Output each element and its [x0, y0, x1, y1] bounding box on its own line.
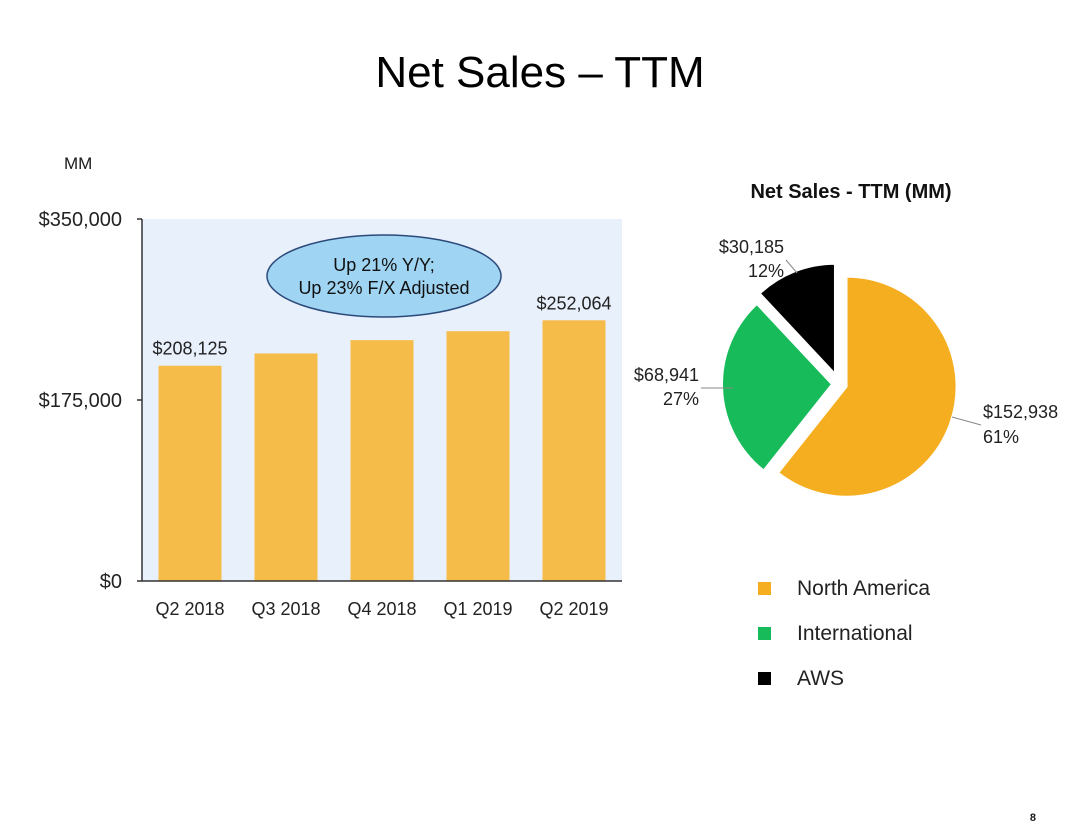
pie-percent-label-international: 27% — [663, 389, 699, 409]
bar-0 — [158, 365, 222, 581]
bar-3 — [446, 331, 510, 581]
callout-ellipse — [266, 234, 502, 318]
legend-label-aws: AWS — [797, 666, 845, 690]
units-label: MM — [64, 154, 93, 173]
legend-item-north-america: North America — [758, 566, 930, 611]
bar-1 — [254, 353, 318, 581]
y-tick-label: $175,000 — [39, 390, 122, 412]
page-number: 8 — [1029, 812, 1036, 824]
pie-legend: North America International AWS — [758, 566, 930, 701]
pie-title: Net Sales - TTM (MM) — [750, 181, 951, 203]
legend-item-international: International — [758, 611, 930, 656]
legend-item-aws: AWS — [758, 656, 930, 701]
bar-data-label: $252,064 — [536, 293, 611, 313]
legend-label-international: International — [797, 621, 913, 645]
pie-slice-north-america — [776, 275, 958, 498]
callout-line-1: Up 21% Y/Y; — [333, 255, 435, 275]
callout-line-2: Up 23% F/X Adjusted — [298, 278, 469, 298]
legend-swatch-north-america — [758, 582, 771, 595]
bar-data-label: $208,125 — [152, 339, 227, 359]
pie-value-label-aws: $30,185 — [719, 237, 784, 257]
leader-line-north-america — [951, 416, 982, 426]
leader-line-aws — [785, 259, 798, 274]
x-tick-label: Q2 2018 — [155, 599, 224, 619]
y-tick-label: $0 — [100, 571, 122, 593]
pie-slice-aws — [758, 262, 836, 377]
legend-swatch-international — [758, 627, 771, 640]
y-tick-label: $350,000 — [39, 209, 122, 231]
legend-label-north-america: North America — [797, 576, 931, 600]
pie-value-label-north-america: $152,938 — [983, 402, 1058, 422]
x-tick-label: Q4 2018 — [347, 599, 416, 619]
bar-4 — [542, 320, 606, 581]
slide-title: Net Sales – TTM — [375, 48, 705, 97]
legend-swatch-aws — [758, 672, 771, 685]
pie-value-label-international: $68,941 — [634, 365, 699, 385]
pie-slice-international — [721, 302, 834, 472]
bar-2 — [350, 340, 414, 581]
pie-percent-label-north-america: 61% — [983, 427, 1019, 447]
x-tick-label: Q1 2019 — [443, 599, 512, 619]
pie-chart: Net Sales - TTM (MM) $152,938 61% $68,941 27… — [634, 181, 1058, 498]
x-tick-label: Q2 2019 — [539, 599, 608, 619]
pie-percent-label-aws: 12% — [748, 261, 784, 281]
bar-chart: Q2 2018 $208,125 Q3 2018 Q4 2018 Q1 2019 Q2 2… — [39, 209, 622, 619]
x-tick-label: Q3 2018 — [251, 599, 320, 619]
